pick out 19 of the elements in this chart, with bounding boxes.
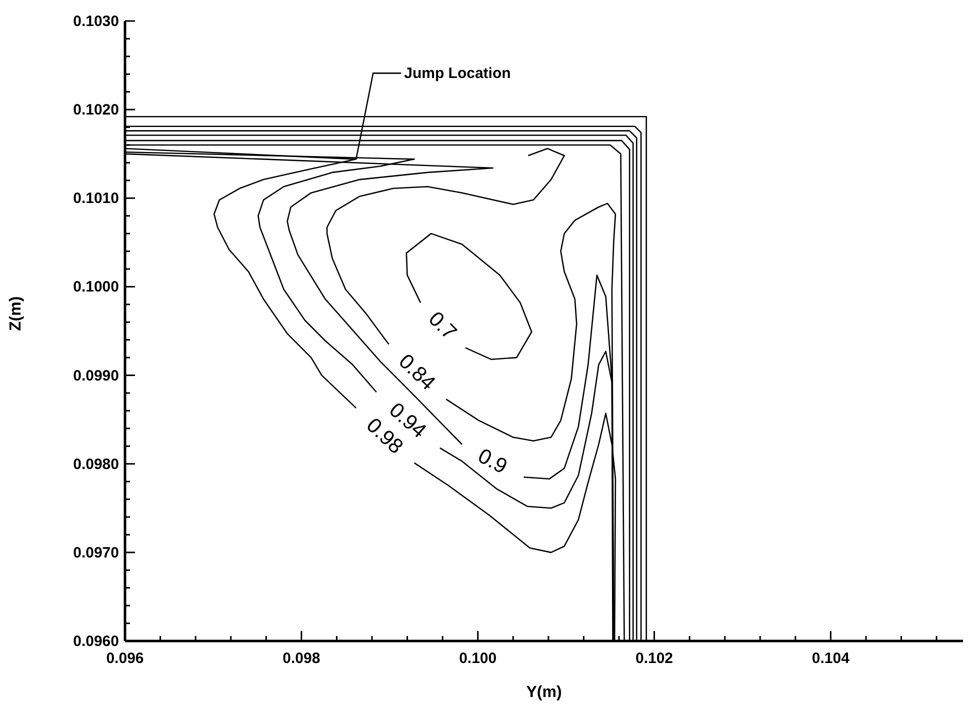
annotation: Jump Location: [404, 65, 511, 82]
x-tick-label: 0.096: [106, 650, 144, 667]
y-tick-label: 0.0980: [73, 456, 119, 473]
y-axis-title: Z(m): [8, 296, 25, 331]
x-tick-label: 0.102: [635, 650, 674, 667]
text: 0.84: [394, 350, 440, 396]
y-tick-label: 0.1020: [73, 102, 119, 119]
x-tick-label: 0.098: [282, 650, 320, 667]
x-tick-label: 0.104: [812, 650, 850, 667]
text: 0.7: [424, 307, 461, 344]
x-tick-label: 0.100: [459, 650, 497, 667]
y-tick-label: 0.0970: [73, 544, 119, 562]
y-tick-label: 0.1000: [73, 278, 119, 296]
y-tick-label: 0.0960: [73, 633, 119, 650]
text: 0.9: [474, 444, 511, 479]
y-tick-label: 0.0990: [73, 367, 119, 384]
x-axis-title: Y(m): [526, 684, 562, 701]
y-tick-label: 0.1010: [73, 190, 119, 208]
y-tick-label: 0.1030: [73, 13, 119, 30]
